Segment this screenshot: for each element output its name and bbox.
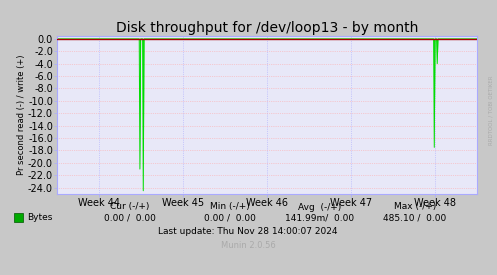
Bar (14, 213, 23, 222)
Title: Disk throughput for /dev/loop13 - by month: Disk throughput for /dev/loop13 - by mon… (116, 21, 418, 35)
Text: Bytes: Bytes (27, 213, 52, 222)
Text: Min (-/+): Min (-/+) (210, 202, 250, 211)
Text: 0.00 /  0.00: 0.00 / 0.00 (204, 213, 256, 222)
Text: Cur (-/+): Cur (-/+) (110, 202, 150, 211)
Text: Munin 2.0.56: Munin 2.0.56 (221, 241, 275, 249)
Text: 485.10 /  0.00: 485.10 / 0.00 (383, 213, 447, 222)
Text: Max (-/+): Max (-/+) (394, 202, 436, 211)
Text: RRDTOOL / TOBI OETIKER: RRDTOOL / TOBI OETIKER (488, 75, 493, 145)
Text: Avg  (-/+): Avg (-/+) (298, 202, 341, 211)
Text: 0.00 /  0.00: 0.00 / 0.00 (104, 213, 156, 222)
Text: Last update: Thu Nov 28 14:00:07 2024: Last update: Thu Nov 28 14:00:07 2024 (158, 227, 338, 236)
Y-axis label: Pr second read (-) / write (+): Pr second read (-) / write (+) (17, 54, 26, 175)
Text: 141.99m/  0.00: 141.99m/ 0.00 (285, 213, 354, 222)
